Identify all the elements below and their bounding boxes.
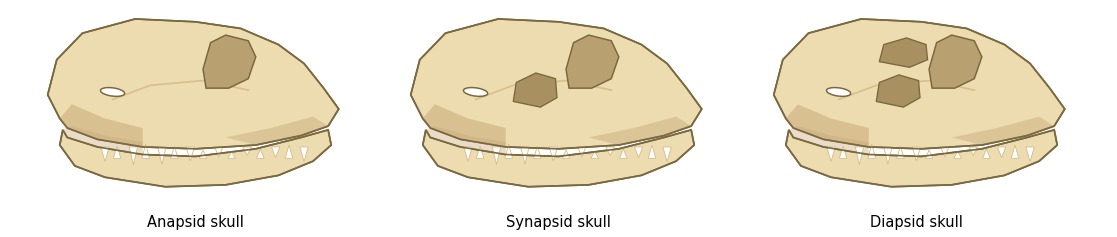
Polygon shape bbox=[879, 38, 927, 67]
Polygon shape bbox=[925, 150, 933, 158]
Polygon shape bbox=[970, 147, 977, 155]
Polygon shape bbox=[897, 146, 904, 158]
Polygon shape bbox=[1025, 147, 1034, 162]
Polygon shape bbox=[607, 147, 614, 155]
Polygon shape bbox=[577, 147, 586, 157]
Polygon shape bbox=[299, 147, 308, 162]
Polygon shape bbox=[257, 149, 264, 158]
Polygon shape bbox=[464, 147, 472, 162]
Polygon shape bbox=[228, 152, 236, 158]
Polygon shape bbox=[505, 144, 513, 158]
Polygon shape bbox=[199, 150, 207, 158]
Polygon shape bbox=[285, 145, 293, 158]
Polygon shape bbox=[785, 104, 869, 147]
Polygon shape bbox=[142, 144, 150, 158]
Polygon shape bbox=[550, 147, 557, 161]
Polygon shape bbox=[839, 146, 847, 158]
Polygon shape bbox=[997, 147, 1005, 158]
Polygon shape bbox=[952, 117, 1054, 145]
Polygon shape bbox=[620, 149, 627, 158]
Text: Anapsid skull: Anapsid skull bbox=[147, 215, 244, 230]
Polygon shape bbox=[476, 146, 484, 158]
Polygon shape bbox=[913, 147, 920, 161]
Polygon shape bbox=[954, 152, 962, 158]
Ellipse shape bbox=[101, 87, 125, 96]
Polygon shape bbox=[411, 19, 701, 149]
Polygon shape bbox=[422, 130, 695, 187]
Polygon shape bbox=[884, 147, 892, 164]
Polygon shape bbox=[589, 117, 691, 145]
Polygon shape bbox=[244, 147, 251, 155]
Polygon shape bbox=[785, 130, 1058, 187]
Polygon shape bbox=[1011, 145, 1019, 158]
Polygon shape bbox=[59, 104, 143, 147]
Polygon shape bbox=[827, 147, 836, 162]
Polygon shape bbox=[876, 75, 920, 107]
Polygon shape bbox=[422, 104, 506, 147]
Polygon shape bbox=[48, 19, 338, 149]
Polygon shape bbox=[534, 146, 541, 158]
Polygon shape bbox=[63, 126, 143, 155]
Polygon shape bbox=[941, 147, 949, 157]
Polygon shape bbox=[774, 19, 1065, 149]
Polygon shape bbox=[493, 147, 500, 165]
Polygon shape bbox=[521, 147, 529, 164]
Polygon shape bbox=[130, 147, 137, 165]
Polygon shape bbox=[187, 147, 194, 161]
Polygon shape bbox=[562, 150, 570, 158]
Polygon shape bbox=[648, 145, 656, 158]
Polygon shape bbox=[662, 147, 671, 162]
Polygon shape bbox=[59, 130, 331, 187]
Polygon shape bbox=[868, 144, 876, 158]
Polygon shape bbox=[426, 126, 506, 155]
Polygon shape bbox=[856, 147, 863, 165]
Polygon shape bbox=[101, 147, 109, 162]
Polygon shape bbox=[634, 147, 642, 158]
Polygon shape bbox=[929, 35, 982, 88]
Polygon shape bbox=[514, 73, 557, 107]
Ellipse shape bbox=[464, 87, 488, 96]
Polygon shape bbox=[113, 146, 121, 158]
Ellipse shape bbox=[827, 87, 851, 96]
Polygon shape bbox=[983, 149, 990, 158]
Polygon shape bbox=[214, 147, 223, 157]
Polygon shape bbox=[789, 126, 869, 155]
Polygon shape bbox=[203, 35, 256, 88]
Polygon shape bbox=[591, 152, 599, 158]
Text: Diapsid skull: Diapsid skull bbox=[869, 215, 963, 230]
Polygon shape bbox=[171, 146, 178, 158]
Text: Synapsid skull: Synapsid skull bbox=[506, 215, 611, 230]
Polygon shape bbox=[226, 117, 328, 145]
Polygon shape bbox=[566, 35, 619, 88]
Polygon shape bbox=[157, 147, 166, 164]
Polygon shape bbox=[271, 147, 279, 158]
